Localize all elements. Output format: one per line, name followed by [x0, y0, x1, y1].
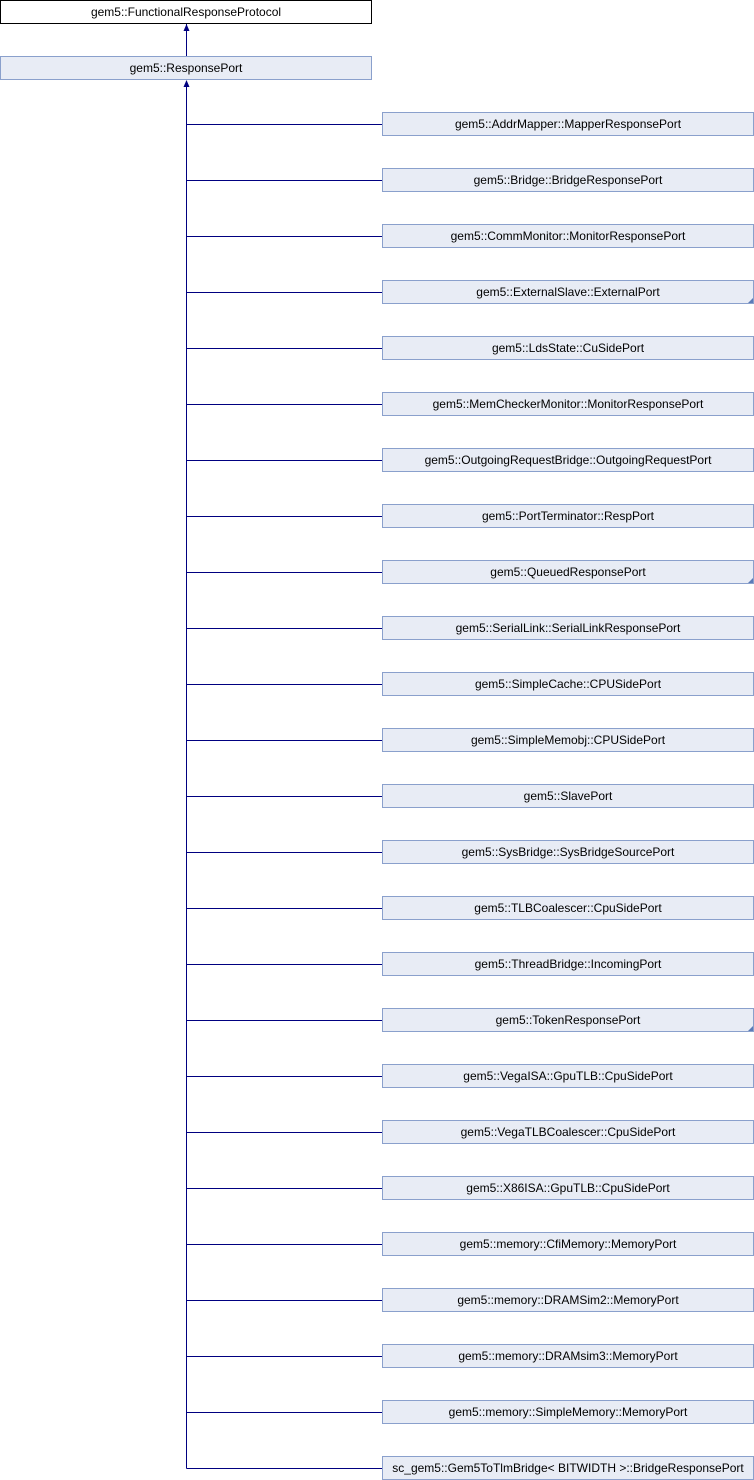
class-node-child[interactable]: gem5::ThreadBridge::IncomingPort [382, 952, 754, 976]
class-node-label: gem5::VegaTLBCoalescer::CpuSidePort [460, 1125, 676, 1139]
class-node-child[interactable]: gem5::memory::DRAMsim3::MemoryPort [382, 1344, 754, 1368]
class-node-label: gem5::VegaISA::GpuTLB::CpuSidePort [463, 1069, 673, 1083]
class-node-label: gem5::SimpleMemobj::CPUSidePort [470, 733, 666, 747]
class-node-label: gem5::LdsState::CuSidePort [491, 341, 645, 355]
class-node-label: gem5::memory::DRAMsim3::MemoryPort [458, 1349, 678, 1363]
class-node-child[interactable]: gem5::Bridge::BridgeResponsePort [382, 168, 754, 192]
class-node-label: gem5::TokenResponsePort [495, 1013, 641, 1027]
class-node-label: gem5::SimpleCache::CPUSidePort [474, 677, 662, 691]
more-subclasses-corner-icon [748, 1026, 753, 1031]
class-node-child[interactable]: gem5::CommMonitor::MonitorResponsePort [382, 224, 754, 248]
class-node-child[interactable]: gem5::LdsState::CuSidePort [382, 336, 754, 360]
class-node-child[interactable]: sc_gem5::Gem5ToTlmBridge< BITWIDTH >::Br… [382, 1456, 754, 1480]
class-node-child[interactable]: gem5::SysBridge::SysBridgeSourcePort [382, 840, 754, 864]
class-node-label: gem5::MemCheckerMonitor::MonitorResponse… [432, 397, 704, 411]
class-node-child[interactable]: gem5::OutgoingRequestBridge::OutgoingReq… [382, 448, 754, 472]
class-node-child[interactable]: gem5::VegaTLBCoalescer::CpuSidePort [382, 1120, 754, 1144]
class-node-child[interactable]: gem5::SerialLink::SerialLinkResponsePort [382, 616, 754, 640]
class-node-label: gem5::memory::DRAMSim2::MemoryPort [457, 1293, 679, 1307]
more-subclasses-corner-icon [748, 298, 753, 303]
class-node-child[interactable]: gem5::AddrMapper::MapperResponsePort [382, 112, 754, 136]
class-node-child[interactable]: gem5::MemCheckerMonitor::MonitorResponse… [382, 392, 754, 416]
class-node-label: gem5::Bridge::BridgeResponsePort [473, 173, 663, 187]
class-node-label: gem5::memory::SimpleMemory::MemoryPort [448, 1405, 688, 1419]
class-node-label: gem5::X86ISA::GpuTLB::CpuSidePort [466, 1181, 670, 1195]
class-node-label: gem5::AddrMapper::MapperResponsePort [454, 117, 682, 131]
class-node-child[interactable]: gem5::TokenResponsePort [382, 1008, 754, 1032]
class-node-label: gem5::SerialLink::SerialLinkResponsePort [455, 621, 681, 635]
class-node-label: sc_gem5::Gem5ToTlmBridge< BITWIDTH >::Br… [392, 1461, 744, 1475]
more-subclasses-corner-icon [748, 578, 753, 583]
class-node-label: gem5::ExternalSlave::ExternalPort [476, 285, 660, 299]
class-node-child[interactable]: gem5::PortTerminator::RespPort [382, 504, 754, 528]
class-node-child[interactable]: gem5::memory::SimpleMemory::MemoryPort [382, 1400, 754, 1424]
class-node-label: gem5::TLBCoalescer::CpuSidePort [474, 901, 662, 915]
class-node-child[interactable]: gem5::memory::CfiMemory::MemoryPort [382, 1232, 754, 1256]
class-node-child[interactable]: gem5::SimpleMemobj::CPUSidePort [382, 728, 754, 752]
class-node-label: gem5::SysBridge::SysBridgeSourcePort [461, 845, 675, 859]
class-node-child[interactable]: gem5::ExternalSlave::ExternalPort [382, 280, 754, 304]
class-node-label: gem5::SlavePort [523, 789, 613, 803]
class-node-child[interactable]: gem5::VegaISA::GpuTLB::CpuSidePort [382, 1064, 754, 1088]
class-node-functional-response-protocol[interactable]: gem5::FunctionalResponseProtocol [0, 0, 372, 24]
class-node-label: gem5::CommMonitor::MonitorResponsePort [450, 229, 686, 243]
class-node-label: gem5::QueuedResponsePort [490, 565, 646, 579]
class-node-child[interactable]: gem5::SimpleCache::CPUSidePort [382, 672, 754, 696]
arrowhead-icon [183, 24, 190, 31]
class-node-label: gem5::OutgoingRequestBridge::OutgoingReq… [424, 453, 712, 467]
arrowhead-icon [183, 80, 190, 87]
class-node-label: gem5::memory::CfiMemory::MemoryPort [459, 1237, 677, 1251]
class-node-response-port[interactable]: gem5::ResponsePort [0, 56, 372, 80]
class-node-label: gem5::PortTerminator::RespPort [481, 509, 655, 523]
class-node-child[interactable]: gem5::X86ISA::GpuTLB::CpuSidePort [382, 1176, 754, 1200]
class-node-child[interactable]: gem5::memory::DRAMSim2::MemoryPort [382, 1288, 754, 1312]
class-node-label: gem5::ThreadBridge::IncomingPort [474, 957, 662, 971]
class-node-child[interactable]: gem5::QueuedResponsePort [382, 560, 754, 584]
class-node-child[interactable]: gem5::TLBCoalescer::CpuSidePort [382, 896, 754, 920]
class-node-child[interactable]: gem5::SlavePort [382, 784, 754, 808]
